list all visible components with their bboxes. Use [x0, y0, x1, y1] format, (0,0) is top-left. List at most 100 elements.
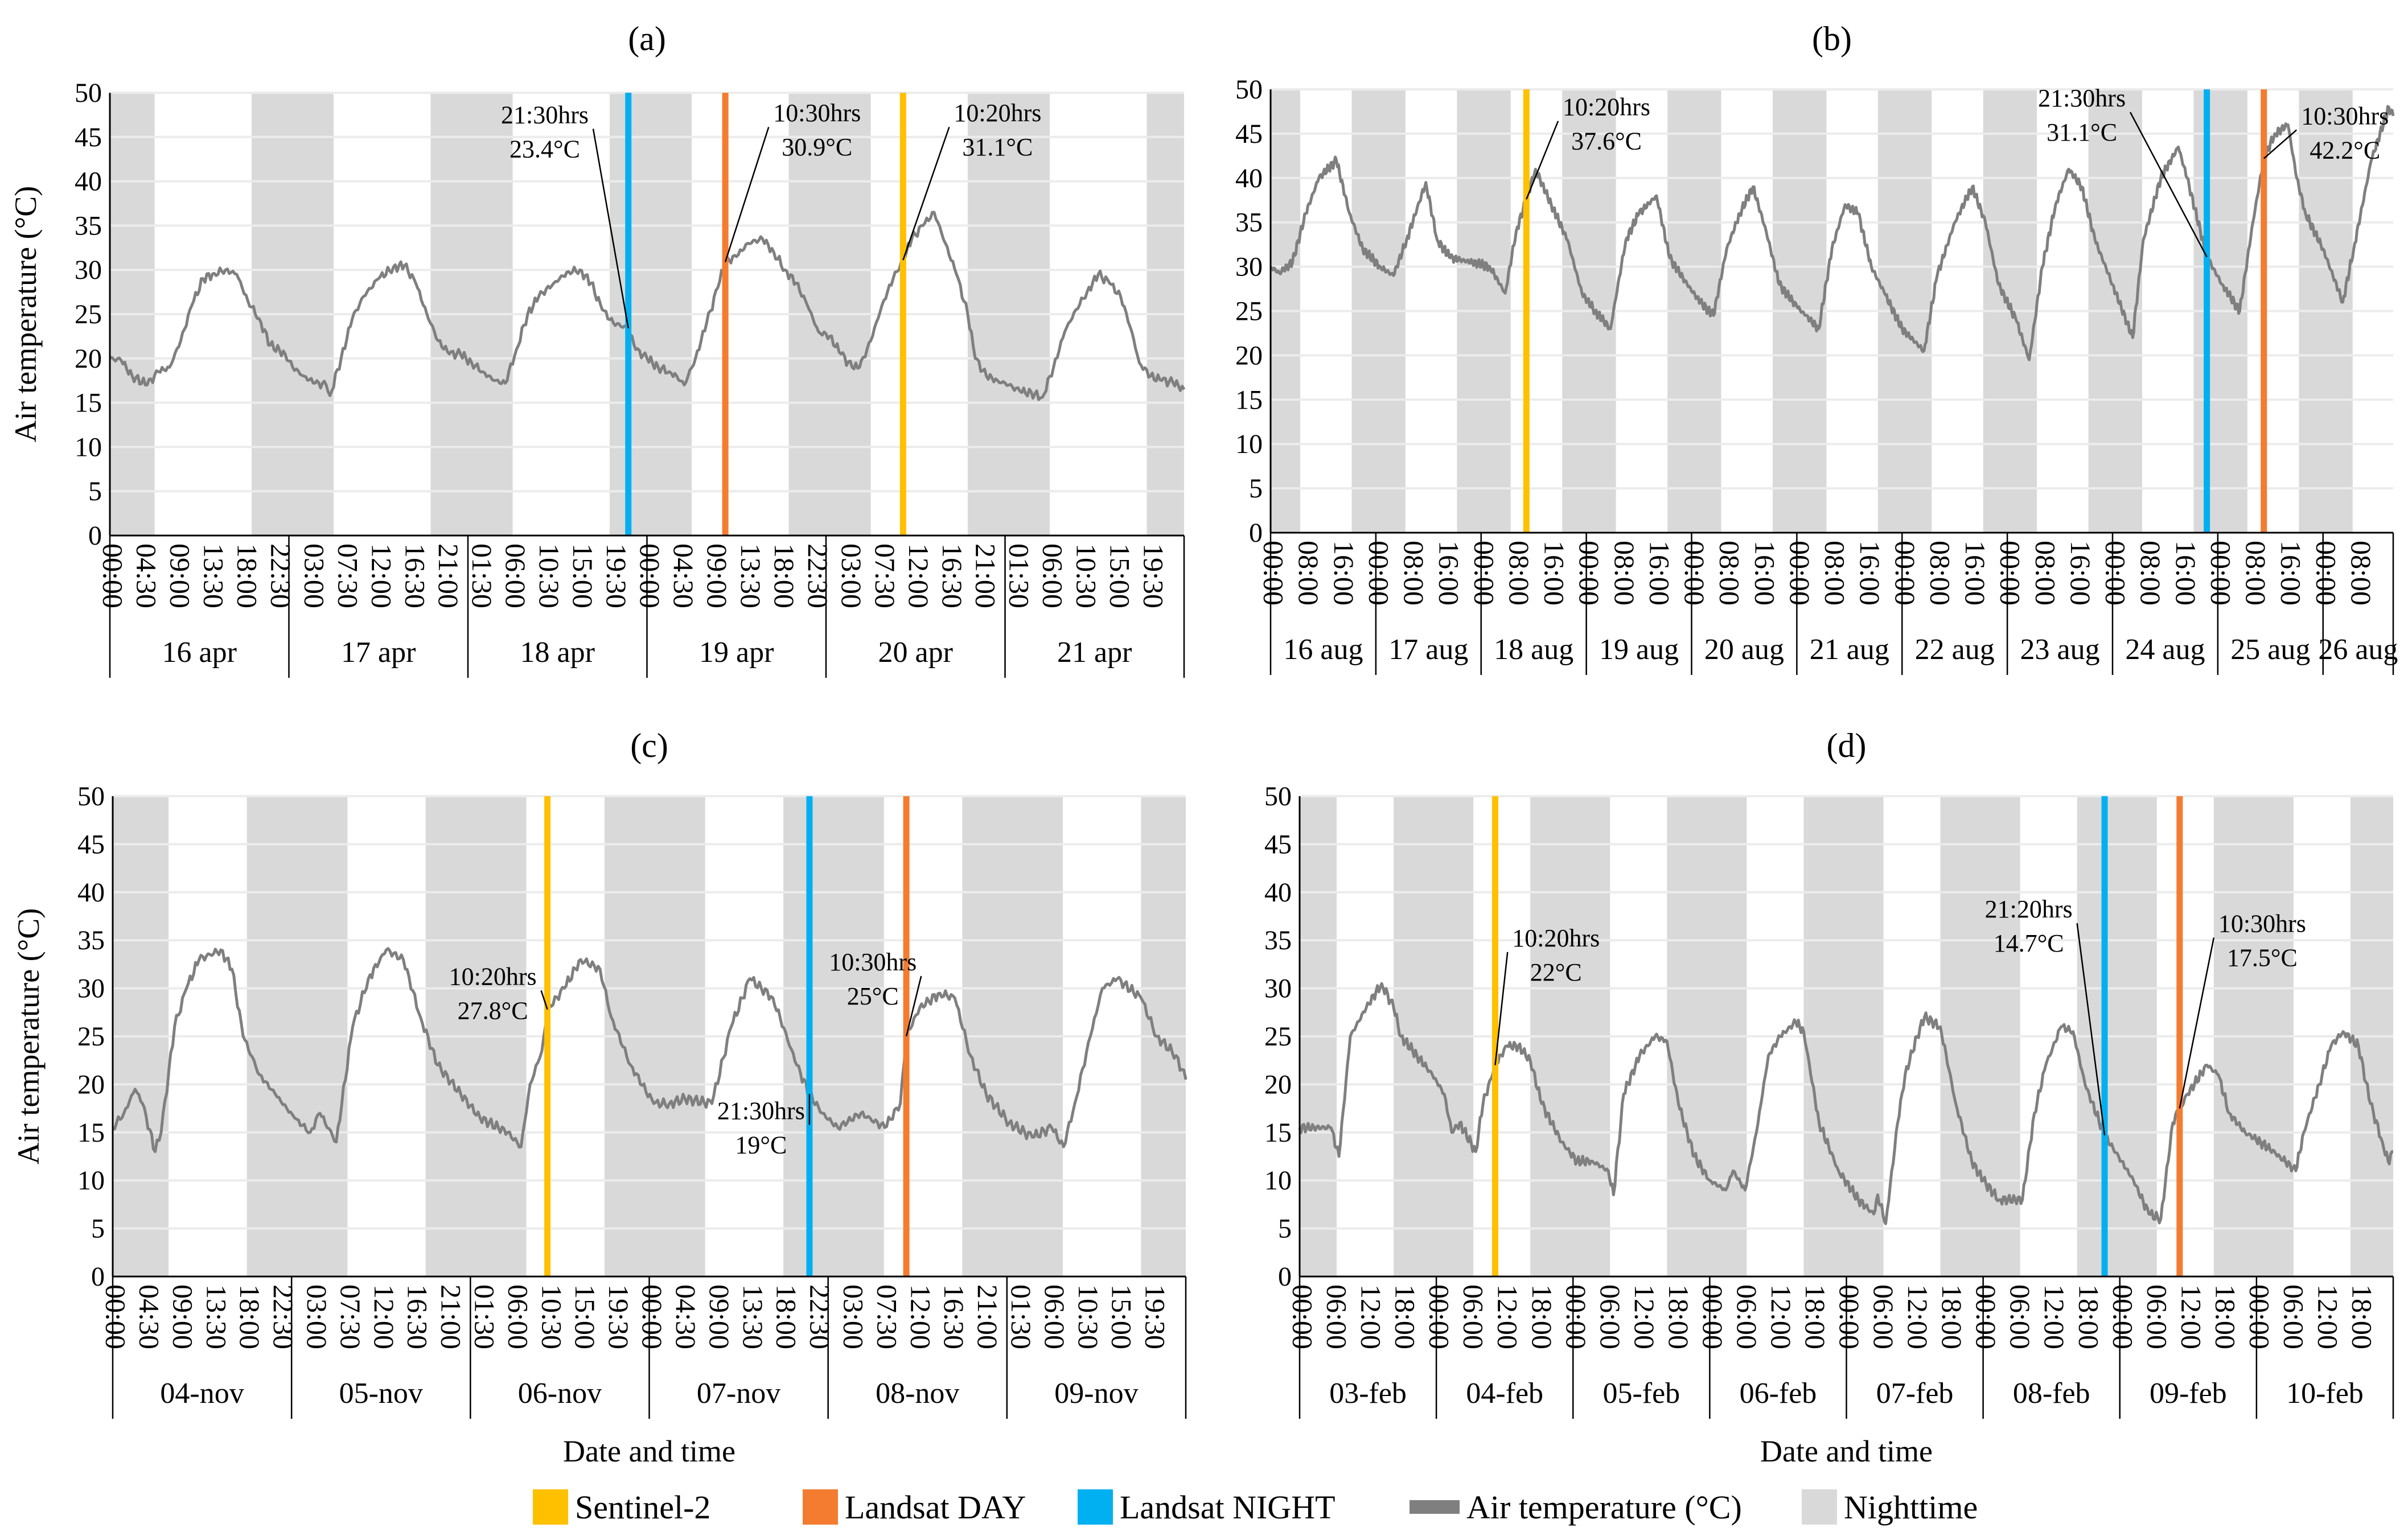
day-label: 04-feb [1466, 1377, 1543, 1410]
x-tick-label: 18:00 [231, 543, 263, 608]
x-tick-label: 00:00 [1258, 541, 1290, 606]
x-tick-label: 12:00 [2312, 1284, 2344, 1349]
x-tick-label: 15:00 [1104, 543, 1136, 608]
x-tick-label: 07:30 [332, 543, 364, 608]
x-tick-label: 18:00 [2209, 1284, 2241, 1349]
x-tick-label: 13:30 [198, 543, 229, 608]
y-tick-label: 40 [77, 878, 105, 908]
day-label: 19 apr [699, 636, 774, 669]
day-label: 05-nov [339, 1377, 423, 1410]
annotation-leader [2263, 129, 2298, 159]
annotation-leader [592, 129, 629, 329]
x-tick-label: 00:00 [636, 1284, 668, 1349]
x-tick-label: 08:00 [1609, 541, 1641, 606]
x-tick-label: 04:30 [133, 1284, 165, 1349]
x-tick-label: 22:30 [268, 1284, 299, 1349]
day-label: 18 aug [1494, 633, 1573, 666]
y-tick-label: 45 [1264, 829, 1292, 859]
y-tick-label: 30 [77, 974, 105, 1004]
legend-swatch-landsat-night [1078, 1489, 1113, 1525]
x-tick-label: 01:30 [1005, 1284, 1037, 1349]
x-tick-label: 00:00 [2107, 1284, 2139, 1349]
x-tick-label: 00:00 [1697, 1284, 1729, 1349]
x-tick-label: 09:00 [167, 1284, 199, 1349]
x-tick-label: 12:00 [2175, 1284, 2207, 1349]
day-label: 16 aug [1283, 633, 1363, 666]
annotation-leader [1526, 121, 1559, 200]
legend-label: Nighttime [1844, 1489, 1978, 1526]
x-tick-label: 09:00 [704, 1284, 735, 1349]
x-tick-label: 04:30 [670, 1284, 702, 1349]
air-temperature-line [109, 211, 1186, 401]
x-tick-label: 03:00 [837, 1284, 869, 1349]
day-label: 05-feb [1602, 1377, 1680, 1410]
day-label: 08-nov [876, 1377, 959, 1410]
x-tick-label: 06:00 [1037, 543, 1069, 608]
day-label: 24 aug [2125, 633, 2205, 666]
x-tick-label: 00:00 [1363, 541, 1395, 606]
x-tick-label: 12:00 [368, 1284, 400, 1349]
annotation-leader [2129, 112, 2208, 258]
x-tick-label: 12:00 [2039, 1284, 2070, 1349]
x-tick-label: 03:00 [298, 543, 330, 608]
annotation-leader [2179, 937, 2215, 1109]
annotation-temperature: 23.4°C [509, 135, 580, 163]
annotation-time: 10:30hrs [829, 948, 917, 976]
x-tick-label: 00:00 [1834, 1284, 1865, 1349]
panel-a: (a) 0 5 10 15 20 25 30 35 40 45 50 Air temperature (… [9, 20, 1186, 678]
x-tick-label: 06:00 [502, 1284, 534, 1349]
x-tick-label: 06:00 [500, 543, 532, 608]
x-tick-label: 00:00 [1995, 541, 2027, 606]
y-tick-label: 5 [88, 476, 102, 507]
day-label: 09-nov [1054, 1377, 1138, 1410]
x-tick-label: 21:00 [970, 543, 1002, 608]
x-tick-label: 08:00 [1819, 541, 1851, 606]
annotation-time: 21:30hrs [717, 1097, 805, 1125]
x-tick-label: 04:30 [131, 543, 163, 608]
x-tick-label: 10:30 [1072, 1284, 1104, 1349]
x-tick-label: 09:00 [701, 543, 733, 608]
annotation-leader [905, 975, 922, 1037]
y-tick-label: 35 [1235, 208, 1263, 238]
y-tick-label: 25 [77, 1022, 105, 1052]
legend-label: Landsat DAY [845, 1489, 1026, 1526]
x-tick-label: 08:00 [2345, 541, 2377, 606]
annotation-leader [540, 990, 548, 1010]
panel-title: (d) [1827, 727, 1867, 764]
x-tick-label: 18:00 [2347, 1284, 2378, 1349]
x-tick-label: 08:00 [1398, 541, 1430, 606]
legend-swatch-air-temperature [1410, 1500, 1460, 1514]
day-label: 03-feb [1329, 1377, 1407, 1410]
x-tick-label: 12:00 [1629, 1284, 1661, 1349]
annotation-time: 10:20hrs [1563, 93, 1650, 121]
y-tick-label: 30 [75, 255, 102, 285]
annotation-leader [1494, 952, 1509, 1065]
y-tick-label: 10 [77, 1166, 105, 1196]
x-tick-label: 06:00 [1595, 1284, 1626, 1349]
x-tick-label: 21:00 [435, 1284, 467, 1349]
x-tick-label: 12:00 [1355, 1284, 1387, 1349]
x-tick-label: 15:00 [567, 543, 599, 608]
x-tick-label: 19:30 [1138, 543, 1170, 608]
x-tick-label: 16:00 [1433, 541, 1465, 606]
panel-c: (c) 0 5 10 15 20 25 30 35 40 45 50 Air temperature (… [11, 727, 1187, 1468]
x-tick-label: 00:00 [1784, 541, 1816, 606]
legend: Sentinel-2 Landsat DAY Landsat NIGHT Air te… [533, 1489, 1978, 1526]
x-tick-label: 13:30 [735, 543, 767, 608]
y-tick-label: 0 [1278, 1262, 1292, 1292]
x-tick-label: 00:00 [2205, 541, 2237, 606]
y-tick-label: 15 [1235, 385, 1263, 415]
x-tick-label: 06:00 [1731, 1284, 1763, 1349]
annotation-temperature: 37.6°C [1571, 127, 1642, 155]
x-tick-label: 00:00 [1970, 1284, 2002, 1349]
x-tick-label: 01:30 [469, 1284, 501, 1349]
x-tick-label: 08:00 [2135, 541, 2167, 606]
x-tick-label: 06:00 [2141, 1284, 2173, 1349]
annotation-temperature: 30.9°C [782, 133, 852, 161]
x-tick-label: 00:00 [2243, 1284, 2275, 1349]
x-tick-label: 16:00 [2065, 541, 2097, 606]
x-tick-label: 12:00 [1765, 1284, 1797, 1349]
x-tick-label: 06:00 [2278, 1284, 2310, 1349]
annotation-time: 10:30hrs [2301, 102, 2389, 130]
annotation-time: 21:30hrs [2038, 84, 2126, 112]
